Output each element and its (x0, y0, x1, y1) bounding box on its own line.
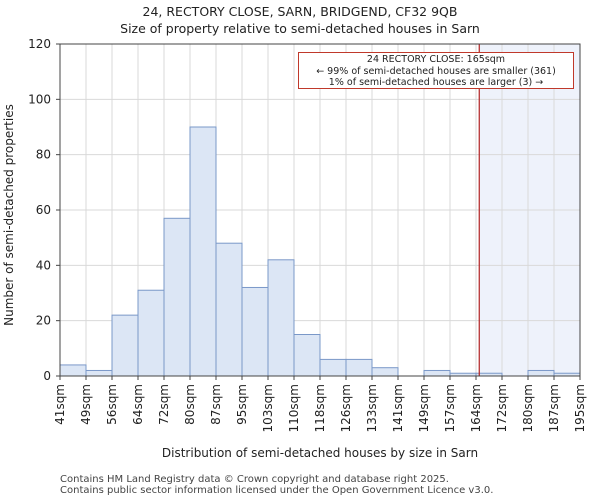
y-tick-label: 20 (36, 314, 51, 328)
bar-56sqm (111, 314, 139, 377)
x-tick-label-157sqm: 157sqm (443, 384, 457, 432)
y-tick-label: 120 (28, 37, 51, 51)
bar-149sqm (423, 369, 451, 377)
x-axis-label: Distribution of semi-detached houses by … (161, 446, 479, 460)
x-tick-label-72sqm: 72sqm (157, 384, 171, 425)
x-tick-label-195sqm: 195sqm (573, 384, 587, 432)
x-tick-label-149sqm: 149sqm (417, 384, 431, 432)
bar-72sqm (163, 217, 191, 377)
x-tick-label-172sqm: 172sqm (495, 384, 509, 432)
chart-subtitle: Size of property relative to semi-detach… (120, 21, 480, 36)
y-axis-label: Number of semi-detached properties (2, 104, 16, 326)
bar-133sqm (371, 367, 399, 377)
bar-126sqm (345, 358, 373, 377)
x-tick-label-41sqm: 41sqm (53, 384, 67, 425)
bar-110sqm (293, 334, 321, 377)
annotation-line-2: ← 99% of semi-detached houses are smalle… (316, 65, 556, 77)
x-tick-label-141sqm: 141sqm (391, 384, 405, 432)
x-tick-label-110sqm: 110sqm (287, 384, 301, 432)
x-tick-label-64sqm: 64sqm (131, 384, 145, 425)
footer-line-1: Contains HM Land Registry data © Crown c… (60, 474, 449, 485)
annotation-line-3: 1% of semi-detached houses are larger (3… (328, 77, 544, 88)
y-tick-label: 80 (36, 148, 51, 162)
bar-87sqm (215, 242, 243, 377)
bar-118sqm (319, 358, 347, 377)
bar-41sqm (59, 364, 87, 377)
bar-95sqm (241, 286, 269, 377)
x-tick-label-56sqm: 56sqm (105, 384, 119, 425)
bar-80sqm (189, 126, 217, 377)
y-tick-label: 40 (36, 258, 51, 272)
bar-64sqm (137, 289, 165, 377)
chart-title: 24, RECTORY CLOSE, SARN, BRIDGEND, CF32 … (142, 4, 458, 19)
x-tick-label-126sqm: 126sqm (339, 384, 353, 432)
x-tick-label-180sqm: 180sqm (521, 384, 535, 432)
footer-line-2: Contains public sector information licen… (60, 485, 494, 496)
bar-180sqm (527, 369, 555, 377)
bar-49sqm (85, 369, 113, 377)
x-tick-label-49sqm: 49sqm (79, 384, 93, 425)
x-tick-label-133sqm: 133sqm (365, 384, 379, 432)
x-tick-label-118sqm: 118sqm (313, 384, 327, 432)
y-tick-label: 100 (28, 92, 51, 106)
x-tick-label-164sqm: 164sqm (469, 384, 483, 432)
x-tick-label-187sqm: 187sqm (547, 384, 561, 432)
annotation-box: 24 RECTORY CLOSE: 165sqm ← 99% of semi-d… (298, 52, 574, 89)
y-tick-label: 0 (43, 369, 51, 383)
bar-103sqm (267, 259, 295, 377)
x-tick-label-103sqm: 103sqm (261, 384, 275, 432)
x-tick-label-87sqm: 87sqm (209, 384, 223, 425)
x-tick-label-95sqm: 95sqm (235, 384, 249, 425)
y-tick-label: 60 (36, 203, 51, 217)
annotation-line-1: 24 RECTORY CLOSE: 165sqm (366, 54, 506, 65)
x-tick-label-80sqm: 80sqm (183, 384, 197, 425)
